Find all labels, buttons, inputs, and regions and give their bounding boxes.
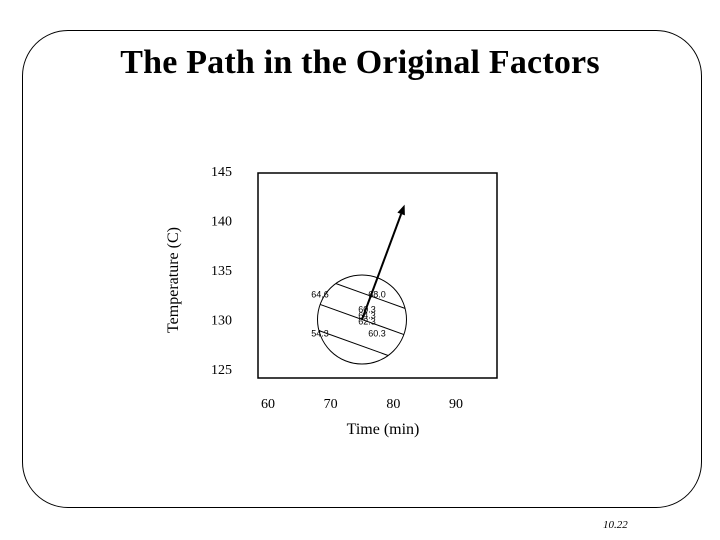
contour-labels: 64.6 68.060.364.362.354.3 60.3 <box>311 290 386 339</box>
x-tick-label: 60 <box>261 397 275 412</box>
y-tick-label: 130 <box>211 314 232 329</box>
plot-area <box>257 172 498 379</box>
contour-line <box>317 301 407 364</box>
contour-label: 64.6 <box>311 290 329 300</box>
y-tick-label: 145 <box>211 165 232 180</box>
contour-label: 54.3 <box>311 328 329 338</box>
contour-label: 60.3 <box>358 305 376 315</box>
path-arrowhead <box>397 204 405 216</box>
x-tick-labels: 60 70 80 90 <box>261 397 463 412</box>
y-tick-label: 125 <box>211 363 232 378</box>
x-tick-label: 70 <box>324 397 338 412</box>
y-axis-label: Temperature (C) <box>165 227 182 333</box>
contour-label: 68.0 <box>368 290 386 300</box>
x-tick-label: 80 <box>386 397 400 412</box>
steepest-ascent-path <box>361 213 403 320</box>
contour-label: 60.3 <box>368 328 386 338</box>
slide-title: The Path in the Original Factors <box>120 44 600 81</box>
y-tick-label: 135 <box>211 264 232 279</box>
x-tick-label: 90 <box>449 397 463 412</box>
contour-label: 64.3 <box>358 311 376 321</box>
y-tick-label: 140 <box>211 215 232 230</box>
contour-line <box>317 325 407 364</box>
slide-number: 10.22 <box>603 519 628 531</box>
y-tick-labels: 125 130 135 140 145 <box>211 165 232 378</box>
slide-frame <box>22 30 702 508</box>
x-axis-label: Time (min) <box>347 421 420 438</box>
design-region-circle <box>317 274 407 365</box>
contour-label: 62.3 <box>358 316 376 326</box>
